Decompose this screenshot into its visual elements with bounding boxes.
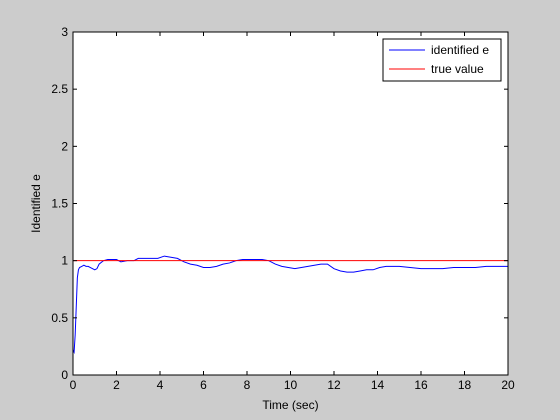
x-tick-label: 20 (501, 378, 515, 392)
x-tick-label: 18 (458, 378, 472, 392)
series-line-identified-e (72, 255, 508, 355)
x-tick-label: 14 (371, 378, 385, 392)
ticks-layer: 0 2 4 6 8 10 12 14 16 18 20 0 0.5 1 1.5 2 2.5 3 (51, 25, 515, 392)
x-tick-label: 16 (414, 378, 428, 392)
y-tick-label: 0.5 (51, 311, 68, 325)
y-tick-label: 1.5 (51, 197, 68, 211)
y-tick-label: 2.5 (51, 82, 68, 96)
x-tick-label: 2 (113, 378, 120, 392)
x-tick-label: 0 (70, 378, 77, 392)
y-axis-label: Identified e (29, 174, 43, 233)
x-axis-label: Time (sec) (262, 398, 318, 412)
x-tick-label: 4 (157, 378, 164, 392)
x-tick-label: 8 (244, 378, 251, 392)
plot-area (73, 32, 508, 375)
legend-label-identified-e: identified e (431, 43, 489, 57)
legend-label-true-value: true value (431, 62, 484, 76)
y-tick-label: 2 (61, 139, 68, 153)
x-tick-label: 10 (284, 378, 298, 392)
x-tick-label: 12 (327, 378, 341, 392)
y-tick-label: 1 (61, 254, 68, 268)
series-layer (72, 255, 508, 355)
x-tick-label: 6 (200, 378, 207, 392)
legend-box (382, 38, 502, 82)
y-tick-label: 0 (61, 368, 68, 382)
legend: identified e true value (382, 38, 502, 82)
y-tick-label: 3 (61, 25, 68, 39)
